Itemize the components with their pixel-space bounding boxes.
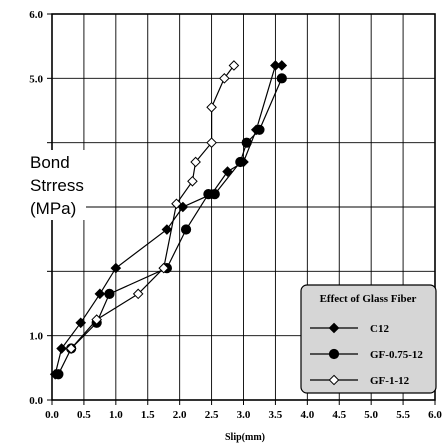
x-axis-label: Slip(mm) bbox=[225, 432, 265, 443]
data-point-circle bbox=[53, 369, 64, 380]
y-tick-label: 0.0 bbox=[29, 395, 43, 407]
data-point-open-diamond bbox=[158, 262, 170, 274]
x-tick-label: 2.0 bbox=[173, 409, 187, 421]
data-point-diamond bbox=[328, 322, 340, 334]
x-tick-label: 0.0 bbox=[45, 409, 59, 421]
x-tick-label: 4.0 bbox=[300, 409, 314, 421]
data-point-open-diamond bbox=[65, 343, 77, 354]
data-point-diamond bbox=[75, 317, 87, 329]
legend-entry: C12 bbox=[310, 322, 389, 335]
y-tick-label: 1.0 bbox=[29, 331, 43, 343]
tick-labels: 0.0 0.5 1.0 1.5 2.0 2.5 3.0 3.5 4.0 4.5 5.0 5.5 6.0 0… bbox=[29, 9, 442, 421]
series-gf-1-12 bbox=[65, 60, 240, 354]
data-point-open-diamond bbox=[190, 156, 201, 168]
x-tick-label: 5.0 bbox=[364, 409, 378, 421]
data-point-diamond bbox=[222, 166, 233, 177]
legend-title: Effect of Glass Fiber bbox=[320, 293, 417, 305]
series-gf-0-75-12 bbox=[53, 73, 287, 380]
data-point-diamond bbox=[276, 60, 288, 71]
data-point-circle bbox=[180, 224, 192, 235]
data-point-diamond bbox=[56, 343, 67, 354]
x-tick-label: 1.5 bbox=[141, 409, 155, 421]
legend-label: C12 bbox=[370, 323, 389, 335]
legend-entry: GF-1-12 bbox=[310, 374, 410, 387]
data-point-circle bbox=[276, 73, 287, 84]
y-tick-label: 6.0 bbox=[29, 9, 43, 21]
data-point-circle bbox=[209, 189, 220, 200]
legend-label: GF-1-12 bbox=[370, 375, 410, 387]
x-tick-label: 0.5 bbox=[77, 409, 91, 421]
data-point-open-diamond bbox=[328, 374, 340, 386]
x-tick-label: 6.0 bbox=[428, 409, 442, 421]
data-point-open-diamond bbox=[132, 288, 144, 300]
data-point-open-diamond bbox=[206, 101, 217, 113]
series-line bbox=[57, 78, 283, 375]
data-point-circle bbox=[254, 124, 265, 135]
data-point-open-diamond bbox=[187, 175, 198, 187]
x-tick-label: 3.0 bbox=[237, 409, 251, 421]
data-point-open-diamond bbox=[171, 198, 182, 210]
y-axis-label-line-1: Bond bbox=[30, 153, 70, 172]
data-point-circle bbox=[104, 288, 115, 299]
data-point-diamond bbox=[110, 262, 122, 274]
data-point-open-diamond bbox=[228, 60, 240, 71]
series-layer bbox=[49, 60, 288, 380]
legend: Effect of Glass Fiber C12 GF-0.75-12 GF-1-… bbox=[300, 284, 437, 394]
x-tick-label: 3.5 bbox=[269, 409, 283, 421]
data-point-diamond bbox=[94, 288, 106, 300]
data-point-circle bbox=[241, 137, 252, 148]
data-point-circle bbox=[235, 156, 246, 168]
legend-entry: GF-0.75-12 bbox=[310, 348, 423, 361]
y-axis-label-line-3: (MPa) bbox=[30, 199, 76, 218]
legend-box bbox=[300, 284, 437, 394]
x-tick-label: 4.5 bbox=[332, 409, 346, 421]
data-point-open-diamond bbox=[206, 137, 217, 148]
y-axis-label: Bond Strress (MPa) bbox=[28, 150, 86, 220]
data-point-open-diamond bbox=[91, 314, 102, 325]
data-point-open-diamond bbox=[219, 73, 230, 84]
x-tick-label: 1.0 bbox=[109, 409, 123, 421]
data-point-diamond bbox=[161, 224, 173, 235]
x-tick-label: 5.5 bbox=[396, 409, 410, 421]
y-tick-label: 5.0 bbox=[29, 73, 43, 85]
legend-label: GF-0.75-12 bbox=[370, 349, 423, 361]
x-tick-label: 2.5 bbox=[205, 409, 219, 421]
data-point-circle bbox=[328, 348, 340, 360]
y-axis-label-line-2: Strress bbox=[30, 176, 84, 195]
